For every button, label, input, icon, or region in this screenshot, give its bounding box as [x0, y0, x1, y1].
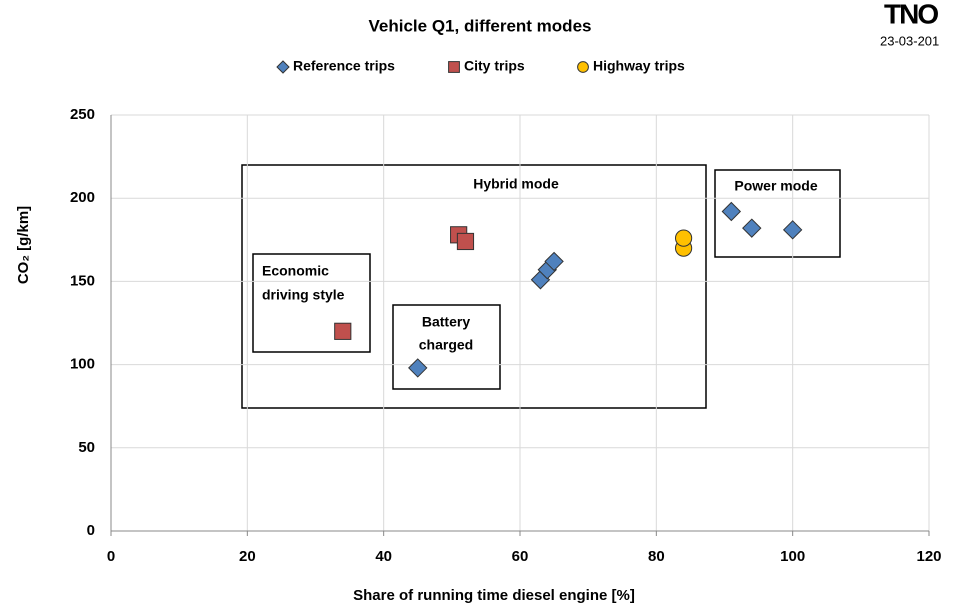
- logo: TNO: [884, 0, 938, 29]
- marker: [456, 232, 475, 251]
- x-tick-label: 40: [375, 548, 392, 565]
- annotation: Economic: [262, 263, 329, 279]
- x-tick-label: 120: [916, 548, 941, 565]
- marker: [782, 220, 803, 240]
- date: 23-03-201: [880, 33, 939, 48]
- annotation: Power mode: [734, 178, 817, 194]
- legend-marker: [577, 61, 589, 73]
- y-tick-label: 150: [70, 272, 95, 289]
- annotation: Hybrid mode: [473, 176, 559, 192]
- x-axis-label: Share of running time diesel engine [%]: [353, 587, 635, 604]
- marker: [408, 358, 428, 378]
- x-tick-label: 100: [780, 548, 805, 565]
- legend-label: Reference trips: [293, 58, 395, 74]
- annotation-box: [714, 169, 841, 258]
- x-tick-label: 60: [512, 548, 529, 565]
- marker: [742, 218, 762, 238]
- legend-marker: [448, 61, 460, 73]
- y-tick-label: 250: [70, 106, 95, 123]
- y-tick-label: 100: [70, 356, 95, 373]
- x-tick-label: 20: [239, 548, 256, 565]
- x-tick-label: 0: [107, 548, 115, 565]
- legend-label: Highway trips: [593, 58, 685, 74]
- legend-label: City trips: [464, 58, 525, 74]
- y-tick-label: 50: [78, 439, 95, 456]
- y-tick-label: 0: [87, 522, 95, 539]
- annotation-box: [252, 253, 371, 353]
- annotation: Battery: [422, 314, 470, 330]
- annotation-box: [241, 164, 707, 409]
- legend-marker: [276, 60, 290, 74]
- y-tick-label: 200: [70, 189, 95, 206]
- marker: [721, 201, 742, 222]
- y-axis-label: CO₂ [g/km]: [15, 206, 32, 284]
- annotation: driving style: [262, 287, 345, 303]
- x-tick-label: 80: [648, 548, 665, 565]
- marker: [675, 229, 693, 247]
- annotation: charged: [419, 337, 473, 353]
- annotation-box: [392, 304, 501, 390]
- chart-title: Vehicle Q1, different modes: [369, 16, 592, 35]
- marker: [334, 322, 352, 340]
- marker: [544, 251, 564, 272]
